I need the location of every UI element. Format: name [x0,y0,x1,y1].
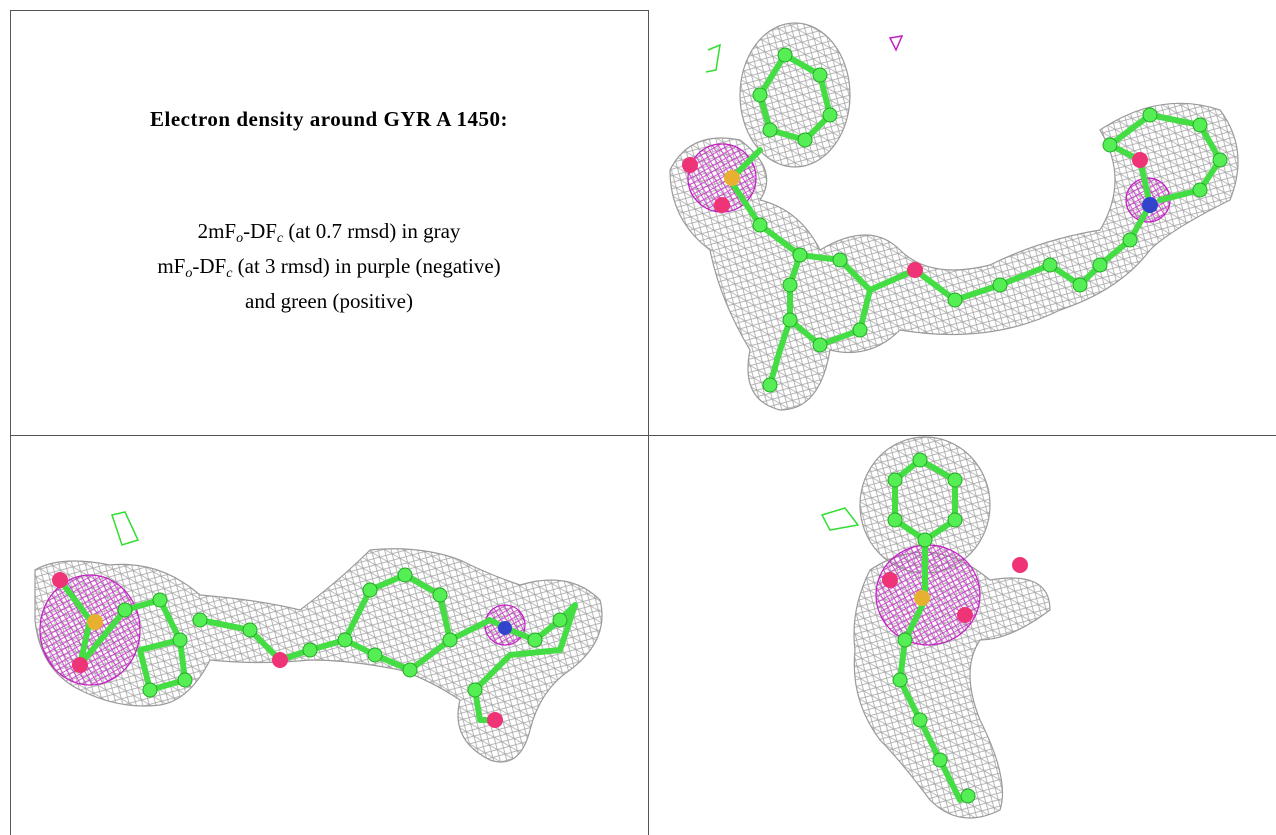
legend-line: 2mFo-DFc (at 0.7 rmsd) in gray [11,219,647,247]
text: (at 0.7 rmsd) in gray [283,219,460,243]
text: and green (positive) [245,289,413,313]
density-view-1 [670,23,1238,410]
text: -DF [243,219,277,243]
text: mF [157,254,185,278]
legend-line: mFo-DFc (at 3 rmsd) in purple (negative) [11,254,647,282]
caption-cell: Electron density around GYR A 1450: 2mFo… [11,11,647,434]
density-view-2 [35,512,602,762]
text: 2mF [198,219,237,243]
text: (at 3 rmsd) in purple (negative) [232,254,500,278]
density-view-3 [822,437,1050,818]
legend-line: and green (positive) [11,289,647,314]
text: -DF [192,254,226,278]
figure: Electron density around GYR A 1450: 2mFo… [0,0,1276,835]
caption-title: Electron density around GYR A 1450: [11,107,647,132]
